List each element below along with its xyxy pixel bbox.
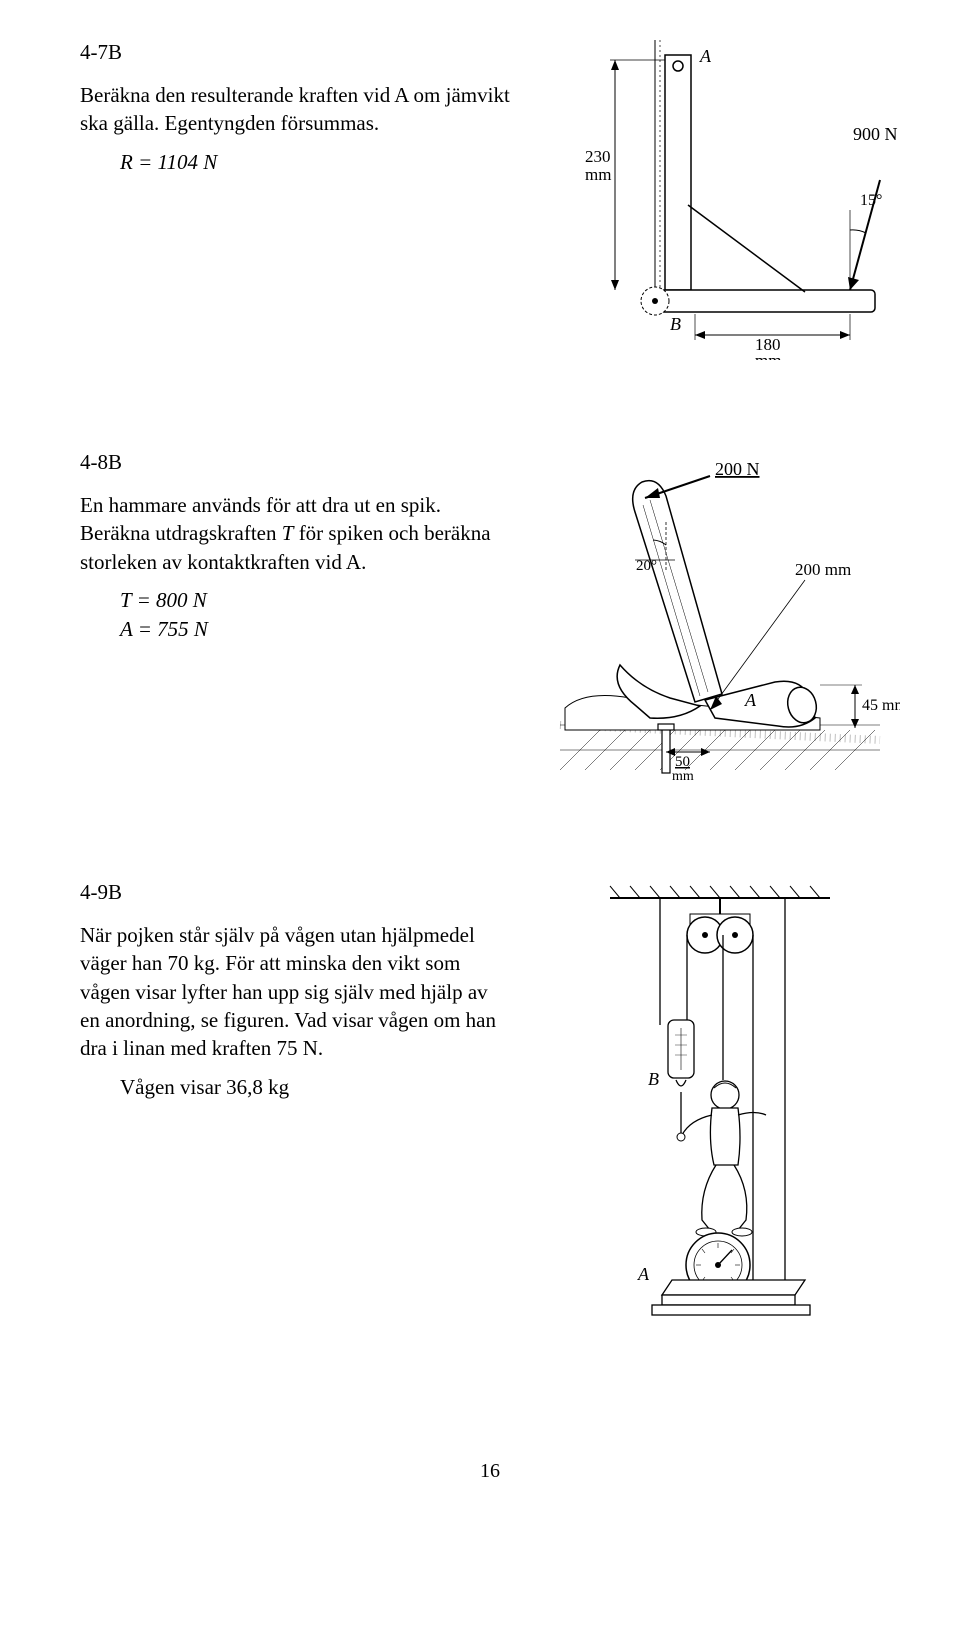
dim-180-unit: mm	[755, 351, 781, 360]
label-A: A	[744, 690, 757, 710]
dim-50-unit: mm	[672, 769, 694, 784]
angle-15: 15°	[860, 192, 882, 209]
dim-200mm: 200 mm	[795, 560, 851, 579]
problem-body: När pojken står själv på vågen utan hjäl…	[80, 921, 510, 1063]
problem-4-7b: 4-7B Beräkna den resulterande kraften vi…	[80, 40, 900, 360]
problem-figure: B	[540, 880, 900, 1340]
label-A: A	[699, 46, 712, 66]
problem-body: Beräkna den resulterande kraften vid A o…	[80, 81, 510, 138]
label-B: B	[670, 314, 681, 334]
problem-number: 4-8B	[80, 450, 510, 475]
problem-answer-2: A = 755 N	[120, 617, 510, 642]
problem-answer: R = 1104 N	[120, 150, 510, 175]
problem-body: En hammare används för att dra ut en spi…	[80, 491, 510, 576]
label-A: A	[637, 1264, 650, 1284]
pulley-figure: B	[590, 880, 850, 1340]
label-B: B	[648, 1069, 659, 1089]
problem-figure: 200 N 20° 200 mm A 45 mm 50 mm	[540, 450, 900, 790]
dim-50: 50	[675, 754, 690, 770]
dim-230: 230	[585, 147, 611, 166]
problem-answer: Vågen visar 36,8 kg	[120, 1075, 510, 1100]
dim-45mm: 45 mm	[862, 697, 900, 714]
problem-text: 4-8B En hammare används för att dra ut e…	[80, 450, 510, 790]
bracket-figure: 230 mm A B 180 mm	[540, 40, 900, 360]
problem-4-9b: 4-9B När pojken står själv på vågen utan…	[80, 880, 900, 1340]
problem-4-8b: 4-8B En hammare används för att dra ut e…	[80, 450, 900, 790]
problem-text: 4-9B När pojken står själv på vågen utan…	[80, 880, 510, 1340]
angle-20: 20°	[636, 558, 657, 574]
hammer-figure: 200 N 20° 200 mm A 45 mm 50 mm	[540, 450, 900, 790]
dim-230-unit: mm	[585, 165, 611, 184]
force-900: 900 N	[853, 124, 898, 144]
page-number: 16	[80, 1460, 900, 1483]
problem-number: 4-7B	[80, 40, 510, 65]
force-200: 200 N	[715, 459, 760, 479]
problem-answer-1: T = 800 N	[120, 588, 510, 613]
problem-figure: 230 mm A B 180 mm	[540, 40, 900, 360]
problem-text: 4-7B Beräkna den resulterande kraften vi…	[80, 40, 510, 360]
problem-number: 4-9B	[80, 880, 510, 905]
